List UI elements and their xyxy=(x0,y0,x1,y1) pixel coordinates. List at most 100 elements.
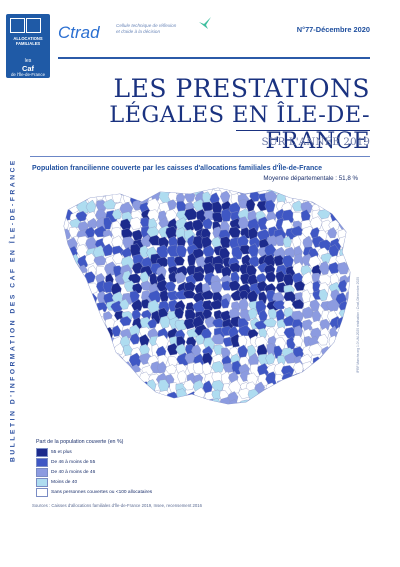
commune-cell xyxy=(131,229,144,242)
commune-cell xyxy=(131,188,143,196)
legend-swatch xyxy=(36,478,48,487)
commune-cell xyxy=(67,400,77,404)
commune-cell xyxy=(93,336,105,346)
commune-cell xyxy=(119,188,131,194)
commune-cell xyxy=(64,246,71,258)
commune-cell xyxy=(301,387,312,402)
commune-cell xyxy=(64,263,70,275)
commune-cell xyxy=(146,198,160,214)
commune-cell xyxy=(330,344,342,358)
commune-cell xyxy=(194,400,206,404)
commune-cell xyxy=(328,363,342,377)
commune-cell xyxy=(155,334,169,350)
commune-cell xyxy=(328,383,341,393)
commune-cell xyxy=(328,392,339,403)
commune-cell xyxy=(282,273,295,287)
commune-cell xyxy=(64,307,72,322)
commune-cell xyxy=(85,199,97,214)
commune-cells xyxy=(64,188,350,404)
commune-cell xyxy=(147,290,162,303)
commune-cell xyxy=(102,243,114,257)
commune-cell xyxy=(140,316,152,330)
commune-cell xyxy=(320,372,335,386)
commune-cell xyxy=(94,371,104,384)
section-divider xyxy=(30,156,370,157)
commune-cell xyxy=(93,325,104,340)
commune-cell xyxy=(290,225,304,236)
commune-cell xyxy=(77,298,89,309)
commune-cell xyxy=(76,379,87,389)
sources-note: Sources : Caisses d'allocations familial… xyxy=(32,503,203,508)
commune-cell xyxy=(119,328,133,339)
commune-cell xyxy=(186,399,199,404)
commune-cell xyxy=(128,352,142,368)
title-divider xyxy=(236,130,370,131)
commune-cell xyxy=(68,389,80,402)
commune-cell xyxy=(195,334,205,345)
commune-cell xyxy=(329,188,339,196)
commune-cell xyxy=(319,188,329,193)
commune-cell xyxy=(209,299,223,310)
commune-cell xyxy=(321,380,333,392)
commune-cell xyxy=(246,399,258,404)
commune-cell xyxy=(104,347,115,360)
commune-cell xyxy=(64,319,69,333)
commune-cell xyxy=(76,371,86,383)
commune-cell xyxy=(75,353,89,365)
page-subtitle: SUR L'ANNÉE 2019 xyxy=(261,136,371,148)
commune-cell xyxy=(114,401,124,404)
commune-cell xyxy=(335,389,350,404)
commune-cell xyxy=(264,390,276,404)
commune-cell xyxy=(140,234,152,248)
commune-cell xyxy=(192,199,206,211)
commune-cell xyxy=(88,364,97,374)
commune-cell xyxy=(210,280,223,294)
commune-cell xyxy=(292,211,304,224)
commune-cell xyxy=(345,235,350,246)
commune-cell xyxy=(284,352,298,364)
commune-cell xyxy=(66,308,77,321)
commune-cell xyxy=(140,309,152,320)
commune-cell xyxy=(93,255,107,266)
commune-cell xyxy=(111,190,122,203)
commune-cell xyxy=(158,236,170,249)
commune-cell xyxy=(77,317,92,330)
commune-cell xyxy=(184,281,196,293)
commune-cell xyxy=(123,192,132,203)
commune-cell xyxy=(129,217,143,230)
commune-cell xyxy=(159,315,171,329)
commune-cell xyxy=(156,244,170,259)
commune-cell xyxy=(211,333,225,345)
commune-cell xyxy=(141,188,155,195)
legend-label: De 40 à moins de 46 xyxy=(51,470,96,475)
commune-cell xyxy=(309,380,321,391)
commune-cell xyxy=(220,371,232,386)
commune-cell xyxy=(320,387,330,402)
commune-cell xyxy=(105,188,117,195)
commune-cell xyxy=(69,191,79,204)
commune-cell xyxy=(96,188,107,195)
commune-cell xyxy=(346,273,350,287)
legend-label: Sans personnes couvertes ou <100 allocat… xyxy=(51,490,153,495)
commune-cell xyxy=(64,371,71,384)
commune-cell xyxy=(329,351,338,364)
commune-cell xyxy=(64,328,69,342)
commune-cell xyxy=(311,370,324,381)
commune-cell xyxy=(112,208,122,220)
commune-cell xyxy=(292,188,306,193)
commune-cell xyxy=(69,377,79,391)
legend-label: De 46 à moins de 55 xyxy=(51,460,96,465)
commune-cell xyxy=(265,352,276,365)
commune-cell xyxy=(245,198,256,213)
commune-cell xyxy=(267,235,279,247)
commune-cell xyxy=(65,326,77,341)
commune-cell xyxy=(147,209,160,222)
commune-cell xyxy=(148,234,162,246)
commune-cell xyxy=(293,325,303,338)
commune-cell xyxy=(283,246,296,258)
commune-cell xyxy=(309,188,323,198)
commune-cell xyxy=(64,346,73,360)
commune-cell xyxy=(264,243,277,257)
commune-cell xyxy=(311,309,322,323)
commune-cell xyxy=(266,343,276,356)
